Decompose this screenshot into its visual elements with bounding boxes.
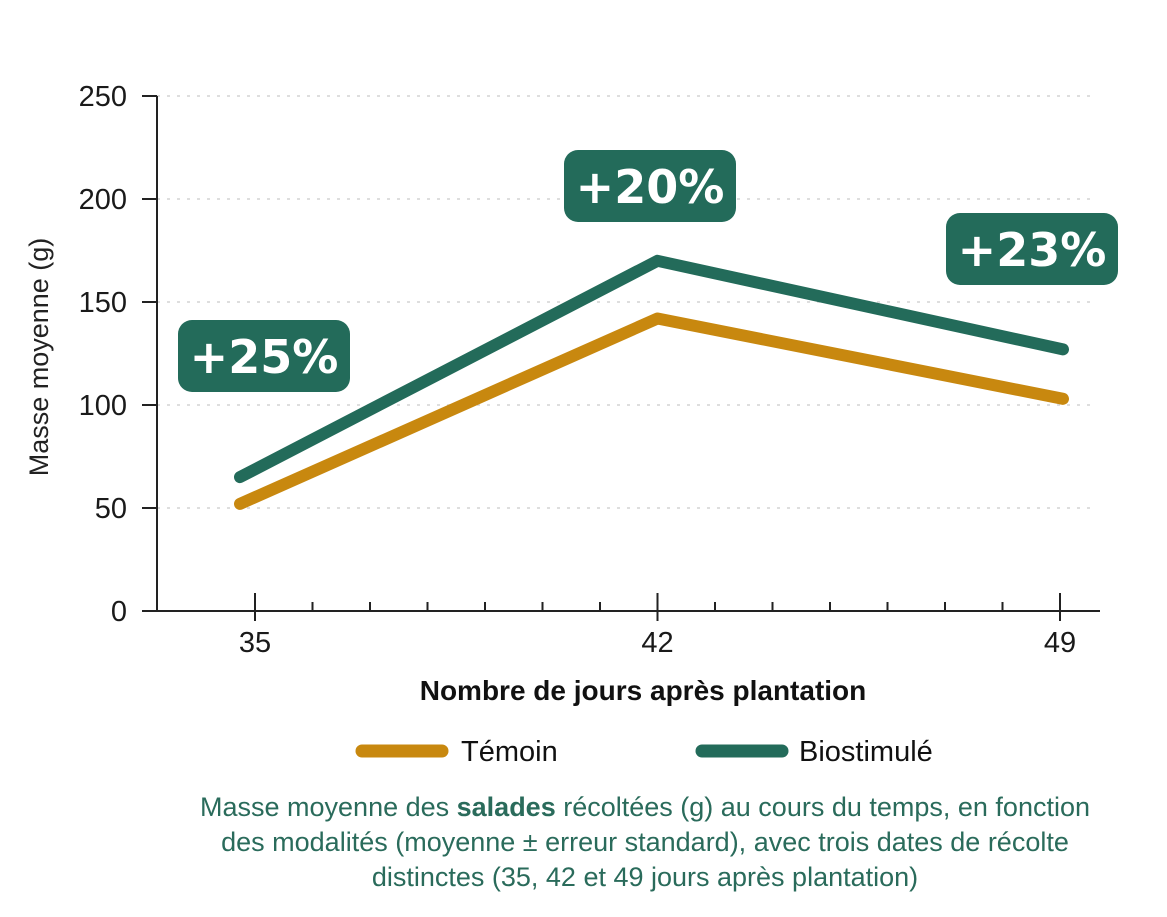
annotation-badge: +23% — [946, 213, 1118, 285]
y-axis-title: Masse moyenne (g) — [24, 238, 54, 477]
caption-bold-word: salades — [456, 792, 556, 822]
y-tick-label: 150 — [79, 287, 127, 319]
figure-caption: Masse moyenne des salades récoltées (g) … — [190, 790, 1100, 895]
annotation-label: +23% — [958, 223, 1107, 277]
caption-text-end: récoltées (g) au cours du temps, en fonc… — [221, 792, 1090, 892]
x-tick-label: 35 — [239, 627, 271, 659]
annotations: +25% +20% +23% — [178, 150, 1118, 392]
annotation-badge-bg — [946, 213, 1118, 285]
legend-item-temoin: Témoin — [355, 736, 558, 768]
y-ticks: 0 50 100 150 200 250 — [79, 81, 157, 628]
y-tick-label: 100 — [79, 390, 127, 422]
x-ticks: 35 42 49 — [239, 593, 1076, 659]
y-tick-label: 50 — [95, 493, 127, 525]
legend-label-temoin: Témoin — [461, 736, 558, 768]
axes — [156, 96, 1100, 612]
annotation-label: +25% — [190, 330, 339, 384]
annotation-badge-bg — [178, 320, 350, 392]
legend: Témoin Biostimulé — [355, 736, 933, 768]
series-lines — [234, 254, 1069, 510]
x-axis-title: Nombre de jours après plantation — [420, 675, 867, 706]
legend-item-biostimule: Biostimulé — [695, 736, 933, 768]
annotation-badge-bg — [564, 150, 736, 222]
caption-text-start: Masse moyenne des — [200, 792, 457, 822]
y-tick-label: 0 — [111, 596, 127, 628]
x-tick-label: 42 — [641, 627, 673, 659]
line-chart: 0 50 100 150 200 250 35 42 49 Masse moyenne (g)… — [24, 81, 1118, 768]
grid — [157, 95, 1093, 509]
series-line-0 — [234, 312, 1069, 510]
annotation-badge: +25% — [178, 320, 350, 392]
legend-label-biostimule: Biostimulé — [799, 736, 933, 768]
y-tick-label: 200 — [79, 184, 127, 216]
annotation-label: +20% — [576, 160, 725, 214]
series-line-1 — [234, 254, 1069, 484]
y-tick-label: 250 — [79, 81, 127, 113]
x-tick-label: 49 — [1044, 627, 1076, 659]
annotation-badge: +20% — [564, 150, 736, 222]
